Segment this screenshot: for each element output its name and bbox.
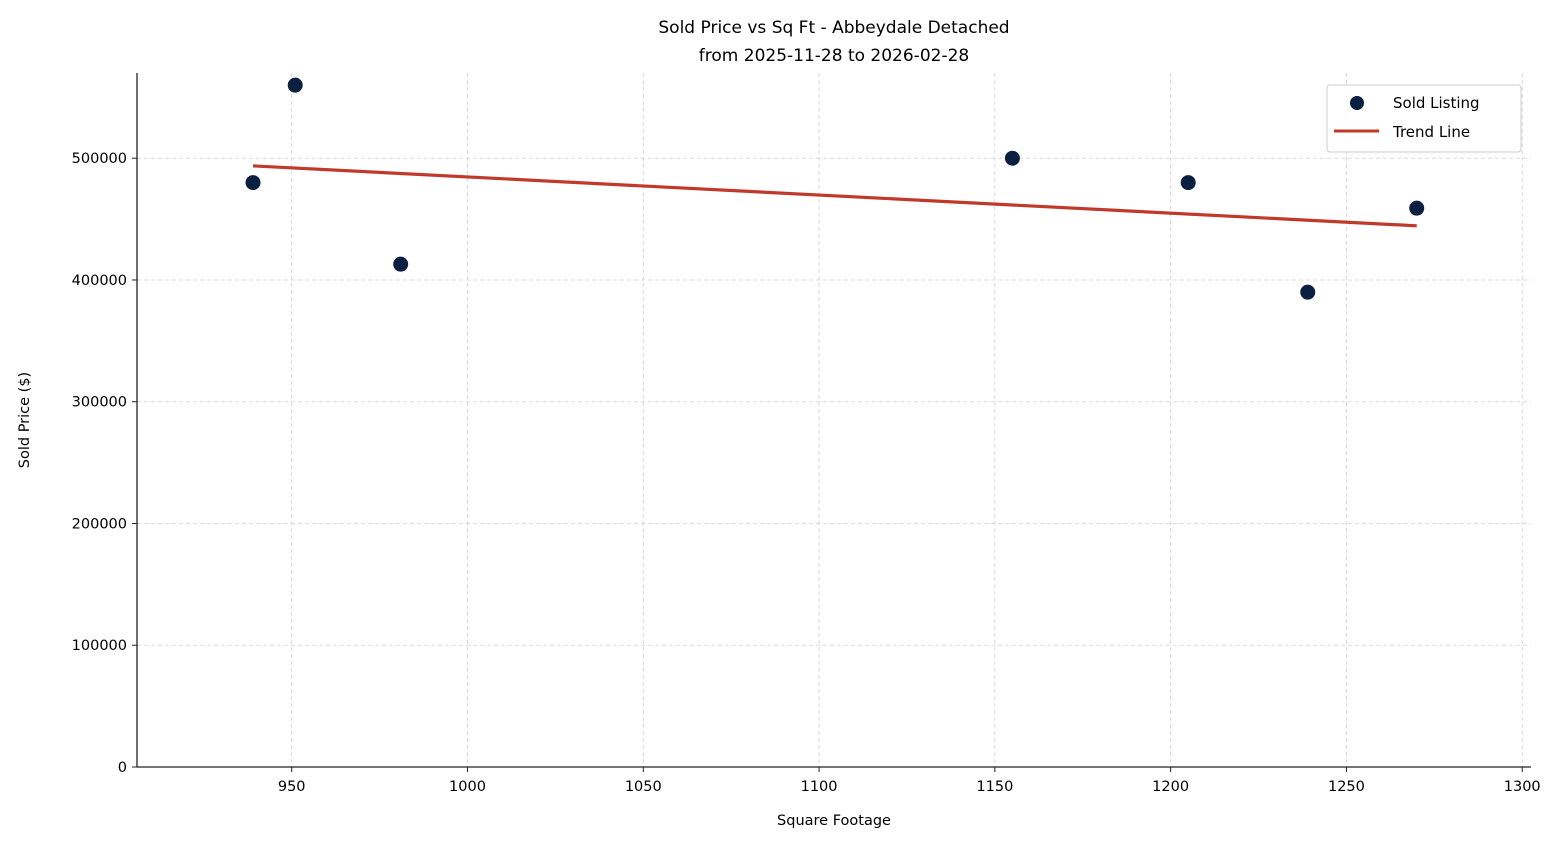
legend: Sold Listing Trend Line [1326, 84, 1522, 153]
x-tick-label: 1050 [625, 779, 662, 795]
data-point [1180, 175, 1196, 191]
grid [137, 73, 1531, 767]
ticks: 950 1000 1050 1100 1150 1200 1250 1300 0 100000 20… [72, 151, 1541, 795]
marks [245, 77, 1425, 300]
x-tick-label: 950 [278, 779, 306, 795]
legend-box [1326, 84, 1522, 153]
y-tick-label: 500000 [72, 151, 127, 167]
data-point [1409, 200, 1425, 216]
y-tick-label: 200000 [72, 516, 127, 532]
y-axis-label: Sold Price ($) [17, 372, 33, 468]
data-point [245, 175, 261, 191]
data-point [393, 256, 409, 272]
x-tick-label: 1300 [1504, 779, 1541, 795]
chart-subtitle: from 2025-11-28 to 2026-02-28 [699, 46, 969, 66]
trend-line [252, 164, 1417, 228]
x-tick-label: 1000 [449, 779, 486, 795]
x-tick-label: 1200 [1152, 779, 1189, 795]
x-tick-label: 1100 [801, 779, 838, 795]
data-point [1300, 284, 1316, 300]
x-tick-label: 1250 [1328, 779, 1365, 795]
y-tick-label: 400000 [72, 273, 127, 289]
x-tick-label: 1150 [976, 779, 1013, 795]
y-tick-label: 300000 [72, 395, 127, 411]
data-point [287, 77, 303, 93]
data-point [1004, 150, 1020, 166]
legend-marker-sold-listing [1350, 96, 1364, 110]
legend-label-sold-listing: Sold Listing [1393, 94, 1480, 112]
chart-title: Sold Price vs Sq Ft - Abbeydale Detached [658, 18, 1009, 38]
x-axis-label: Square Footage [777, 813, 891, 829]
y-tick-label: 0 [118, 760, 127, 776]
y-tick-label: 100000 [72, 638, 127, 654]
legend-label-trend-line: Trend Line [1392, 123, 1470, 141]
